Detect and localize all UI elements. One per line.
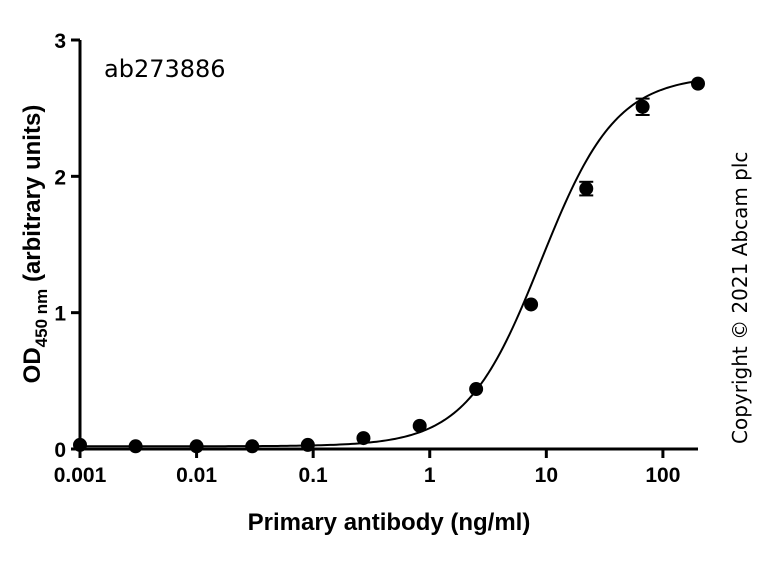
data-point	[300, 437, 315, 452]
copyright-text: Copyright © 2021 Abcam plc	[728, 152, 752, 444]
data-point	[73, 437, 87, 452]
x-tick-label: 10	[535, 464, 558, 487]
axes	[78, 40, 698, 451]
y-axis-title: OD450 nm (arbitrary units)	[19, 105, 51, 384]
antibody-id-label: ab273886	[104, 55, 226, 83]
y-axis-title-subscript: 450 nm	[32, 289, 51, 348]
data-point	[245, 439, 260, 454]
y-axis-title-main: OD	[19, 347, 46, 383]
data-point	[524, 297, 539, 312]
x-tick-label: 0.01	[176, 464, 217, 487]
x-ticks: 0.001 0.01 0.1 1 10 100	[54, 449, 680, 487]
x-tick-label: 100	[645, 464, 680, 487]
data-point	[356, 431, 371, 446]
data-point	[469, 382, 484, 397]
data-point	[579, 181, 594, 196]
data-point	[691, 76, 705, 91]
x-tick-label: 0.001	[54, 464, 107, 487]
y-axis-title-units: (arbitrary units)	[19, 105, 46, 289]
data-point	[412, 418, 427, 433]
data-point	[189, 439, 204, 454]
y-ticks: 0 1 2 3	[54, 30, 80, 462]
x-tick-label: 0.1	[299, 464, 329, 487]
fit-curve	[80, 80, 699, 448]
x-axis-title: Primary antibody (ng/ml)	[248, 509, 531, 536]
y-tick-label: 2	[54, 166, 66, 189]
y-tick-label: 3	[54, 30, 66, 53]
data-point	[635, 99, 650, 114]
data-point	[128, 439, 143, 454]
error-bars	[579, 97, 650, 197]
data-points	[73, 76, 705, 454]
x-tick-label: 1	[424, 464, 436, 487]
y-tick-label: 1	[54, 303, 66, 326]
y-tick-label: 0	[54, 439, 66, 462]
